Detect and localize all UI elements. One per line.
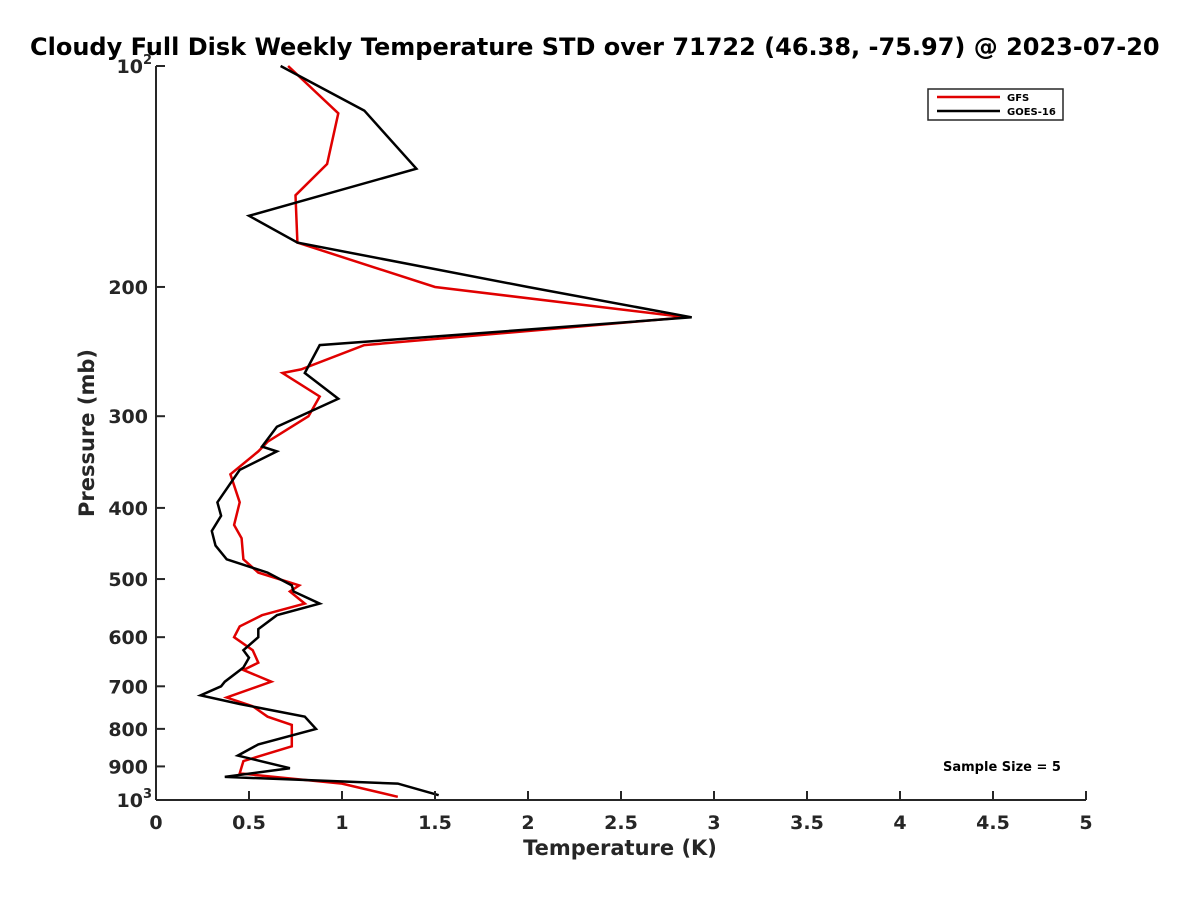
x-axis-label: Temperature (K) — [523, 836, 717, 860]
y-axis-label: Pressure (mb) — [75, 349, 99, 517]
x-tick-label: 2.5 — [604, 812, 638, 834]
plot-background — [156, 66, 1086, 800]
y-tick-label: 800 — [108, 719, 148, 741]
x-tick-label: 5 — [1079, 812, 1092, 834]
chart-title: Cloudy Full Disk Weekly Temperature STD … — [30, 33, 1160, 61]
sample-size-annotation: Sample Size = 5 — [943, 760, 1061, 775]
x-tick-label: 0.5 — [232, 812, 266, 834]
y-tick-label: 103 — [117, 787, 153, 812]
y-tick-label: 500 — [108, 569, 148, 591]
plot-area — [156, 66, 1086, 800]
y-tick-label: 300 — [108, 406, 148, 428]
legend-label-goes-16: GOES-16 — [1007, 107, 1056, 118]
tick-labels: 0 0.5 1 1.5 2 2.5 3 3.5 4 4.5 5 102 200 300 400 500 600 7… — [108, 53, 1092, 834]
legend-label-gfs: GFS — [1007, 93, 1029, 104]
x-tick-label: 1 — [335, 812, 348, 834]
x-tick-label: 1.5 — [418, 812, 452, 834]
y-tick-label: 600 — [108, 627, 148, 649]
legend-box — [927, 88, 1064, 121]
series-line-goes-16 — [196, 64, 692, 797]
x-tick-label: 0 — [149, 812, 162, 834]
y-tick-label: 102 — [117, 53, 153, 78]
x-tick-label: 2 — [521, 812, 534, 834]
x-tick-label: 3.5 — [790, 812, 824, 834]
y-tick-label: 200 — [108, 277, 148, 299]
y-tick-label: 900 — [108, 756, 148, 778]
series-group — [196, 64, 692, 799]
x-tick-label: 3 — [707, 812, 720, 834]
legend: GFS GOES-16 — [927, 88, 1064, 121]
axes — [155, 65, 1087, 801]
x-tick-label: 4.5 — [976, 812, 1010, 834]
y-tick-label: 700 — [108, 676, 148, 698]
x-tick-label: 4 — [893, 812, 906, 834]
y-tick-label: 400 — [108, 498, 148, 520]
